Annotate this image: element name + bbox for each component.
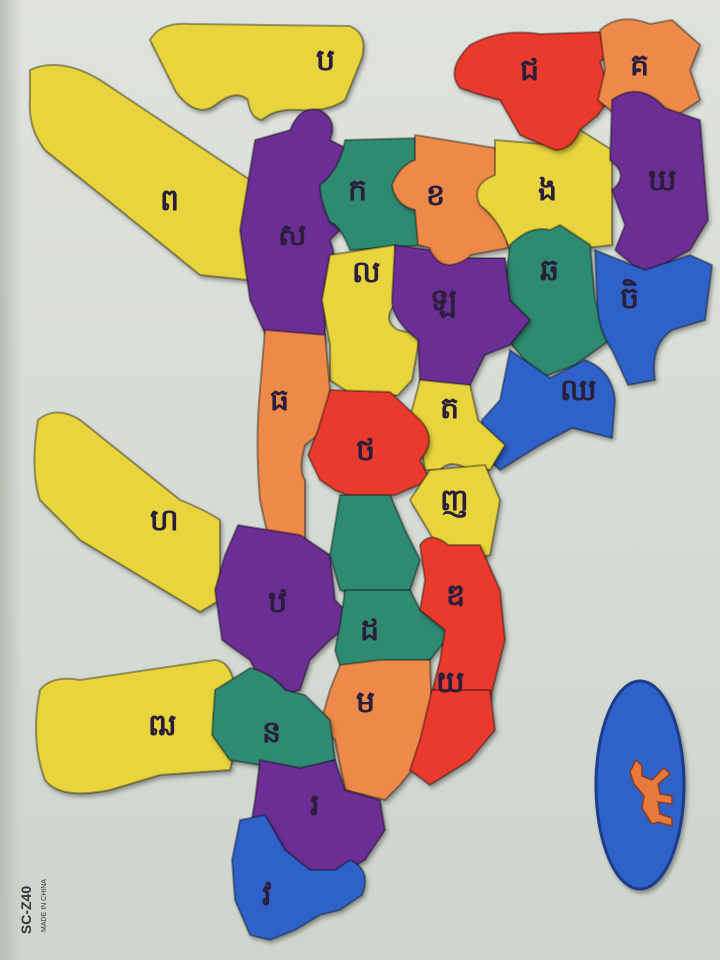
piece-letter: វ [262, 878, 272, 913]
horse-sticker-badge [594, 679, 686, 891]
piece-letter: ម [356, 685, 375, 720]
piece-letter: ថ [356, 433, 375, 468]
piece-letter: ខ [426, 178, 445, 213]
piece-letter: យ [436, 665, 465, 700]
piece-letter: ចិ [620, 278, 639, 316]
piece-letter: ន [262, 715, 281, 750]
model-code: SC-Z40 [18, 885, 35, 935]
piece-letter: ង [538, 173, 557, 208]
piece-letter: ធ [270, 383, 289, 418]
piece-letter: រ [310, 788, 320, 823]
piece-letter: ឋ [268, 585, 287, 620]
puzzle-piece-hind-leg-upper[interactable] [148, 22, 365, 122]
piece-letter: ឃ [648, 163, 677, 198]
board-edge-shadow [0, 0, 22, 960]
horse-sticker-icon [629, 758, 673, 827]
puzzle-piece-front-leg-upper[interactable] [33, 411, 221, 614]
piece-letter: ជ [520, 53, 539, 88]
puzzle-piece-head[interactable] [453, 30, 614, 152]
puzzle-piece-neck-blue[interactable] [593, 248, 714, 387]
origin-text: MADE IN CHINA [40, 879, 48, 932]
puzzle-piece-body-purple-low[interactable] [213, 523, 357, 702]
piece-letter: ឈ [560, 373, 597, 408]
puzzle-piece-body-teal-neck[interactable] [328, 494, 422, 602]
piece-letter: ដ [360, 613, 379, 648]
piece-letter: ល [352, 255, 381, 290]
piece-letter: ស [278, 218, 307, 253]
puzzle-piece-front-leg-lower[interactable] [35, 658, 238, 795]
piece-letter: ហ [150, 503, 179, 538]
piece-letter: គ [630, 48, 649, 83]
puzzle-piece-blue-base[interactable] [230, 813, 366, 942]
puzzle-piece-tail[interactable] [28, 63, 271, 282]
puzzle-piece-body-teal-top[interactable] [318, 136, 427, 252]
piece-letter: ញ [440, 483, 469, 518]
piece-letter: ព [160, 183, 179, 218]
manufacturer-stamp: SC-Z40 MADE IN CHINA [12, 872, 48, 957]
puzzle-piece-neck-teal[interactable] [496, 223, 612, 380]
piece-letter: ឆ [540, 253, 559, 288]
piece-letter: ប [316, 43, 335, 78]
piece-letter: ត [440, 391, 459, 426]
letter-layer: ប ព ជ គ ឃ ង ឆ ចិ ឈ ខ ក ស ល ឡ ធ ត ថ ញ ហ ឋ… [148, 43, 677, 913]
puzzle-piece-body-red-belly[interactable] [408, 689, 497, 787]
piece-letter: ឡ [430, 283, 457, 318]
puzzle-piece-body-red-mid[interactable] [306, 388, 432, 502]
piece-letter: ក [348, 173, 367, 208]
piece-letter: ឌ [446, 578, 465, 613]
puzzle-piece-body-purple-mid[interactable] [390, 243, 532, 386]
piece-letter: ឍ [148, 708, 177, 743]
